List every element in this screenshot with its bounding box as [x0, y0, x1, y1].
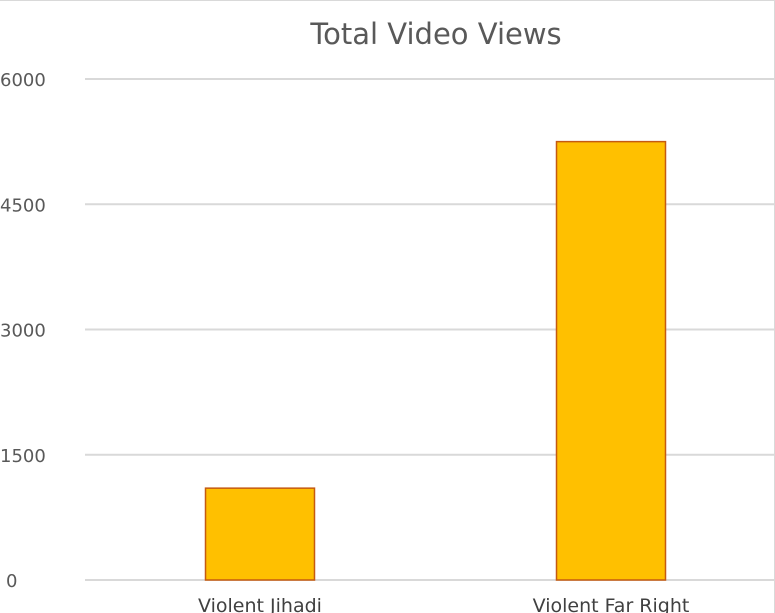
- y-tick-label-4500: 4500: [0, 195, 46, 216]
- gridlines: [85, 78, 775, 581]
- y-tick-label-3000: 3000: [0, 321, 46, 342]
- bars: [204, 140, 667, 581]
- y-tick-label-0: 0: [6, 571, 17, 592]
- bar-violent-far-right: [555, 140, 667, 581]
- y-axis-ticks: 0 1500 3000 4500 6000: [0, 70, 46, 592]
- chart-title: Total Video Views: [309, 17, 561, 51]
- bar-violent-jihadi: [204, 487, 316, 581]
- x-axis-categories: Violent Jihadi Violent Far Right: [198, 595, 689, 613]
- y-tick-label-6000: 6000: [0, 70, 46, 91]
- y-tick-label-1500: 1500: [0, 446, 46, 467]
- x-category-label-violent-jihadi: Violent Jihadi: [198, 595, 322, 613]
- x-category-label-violent-far-right: Violent Far Right: [533, 595, 690, 613]
